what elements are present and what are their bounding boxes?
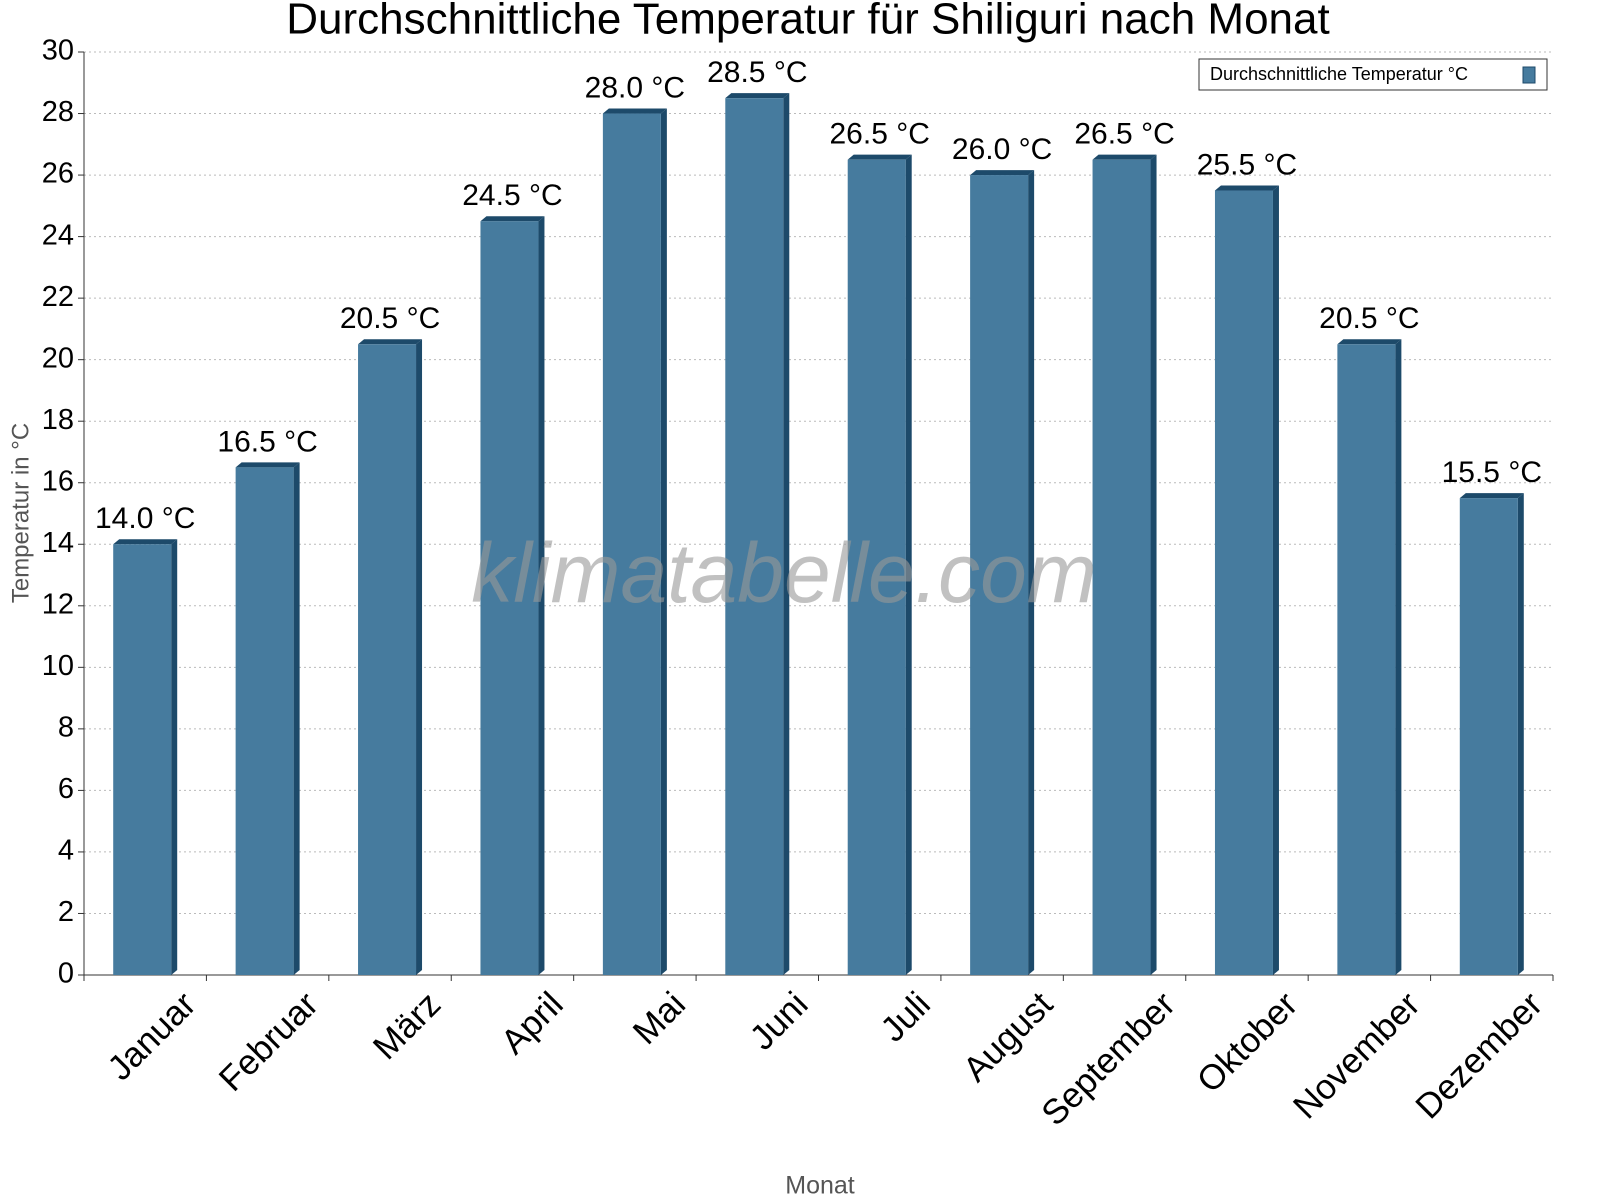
data-label: 26.0 °C (952, 133, 1052, 166)
watermark: klimatabelle.com (471, 526, 1097, 620)
bar-top (847, 154, 912, 160)
bar-side (660, 108, 667, 976)
data-label: 26.5 °C (1074, 118, 1174, 151)
bar-side (783, 93, 790, 975)
bar-side (1517, 493, 1524, 975)
x-tick-label: Oktober (1190, 984, 1306, 1100)
bar (847, 159, 906, 975)
legend-box (1198, 58, 1548, 91)
bar (358, 344, 417, 975)
x-axis-title: Monat (785, 1172, 855, 1200)
chart-title: Durchschnittliche Temperatur für Shiligu… (286, 0, 1329, 44)
y-tick-label: 0 (58, 958, 74, 990)
bar-top (1337, 339, 1402, 345)
x-tick-label: Juni (743, 985, 816, 1058)
y-axis-title: Temperatur in °C (7, 423, 34, 603)
bar-top (1459, 493, 1524, 499)
x-tick-label: Januar (100, 984, 203, 1087)
legend: Durchschnittliche Temperatur °C (1198, 58, 1548, 91)
x-tick-label: September (1034, 984, 1183, 1133)
bar-side (416, 339, 423, 975)
data-label: 26.5 °C (830, 118, 930, 151)
bar (725, 98, 784, 975)
data-label: 15.5 °C (1442, 456, 1542, 489)
x-tick-label: Mai (626, 985, 693, 1052)
bar (480, 221, 539, 975)
bar-top (113, 539, 178, 545)
bar (1214, 190, 1273, 975)
x-tick-label: Dezember (1408, 984, 1550, 1126)
legend-label: Durchschnittliche Temperatur °C (1210, 64, 1468, 84)
bar (970, 175, 1029, 976)
data-label: 28.0 °C (585, 71, 685, 104)
bar (602, 113, 661, 976)
bar-side (171, 539, 178, 975)
bar (113, 544, 172, 975)
y-tick-label: 6 (58, 773, 74, 805)
data-label: 25.5 °C (1197, 148, 1297, 181)
bar-top (480, 216, 545, 222)
y-tick-label: 24 (42, 219, 74, 251)
data-label: 20.5 °C (1319, 302, 1419, 335)
bar-side (538, 216, 545, 975)
bar (235, 467, 294, 975)
y-tick-label: 12 (42, 588, 74, 620)
data-label: 16.5 °C (217, 425, 317, 458)
legend-swatch (1522, 66, 1536, 84)
y-tick-label: 14 (42, 527, 74, 559)
data-label: 14.0 °C (95, 502, 195, 535)
data-label: 28.5 °C (707, 56, 807, 89)
bar-side (1272, 185, 1279, 975)
y-tick-label: 10 (42, 650, 74, 682)
y-tick-label: 26 (42, 158, 74, 190)
bar-side (1395, 339, 1402, 975)
y-tick-label: 4 (58, 835, 74, 867)
x-tick-label: Februar (212, 984, 326, 1098)
x-tick-label: August (956, 984, 1061, 1089)
x-tick-label: April (494, 985, 571, 1062)
y-tick-label: 2 (58, 896, 74, 928)
bar-top (725, 93, 790, 99)
y-tick-label: 20 (42, 342, 74, 374)
data-label: 24.5 °C (462, 179, 562, 212)
bar (1459, 498, 1518, 975)
bar-top (1092, 154, 1157, 160)
bar-side (1150, 154, 1157, 975)
bar-side (905, 154, 912, 975)
y-tick-label: 18 (42, 404, 74, 436)
bar-top (602, 108, 667, 114)
bar-top (1214, 185, 1279, 191)
y-tick-label: 8 (58, 712, 74, 744)
bar-top (358, 339, 423, 345)
bar-side (293, 462, 300, 976)
y-tick-label: 16 (42, 465, 74, 497)
bar-top (235, 462, 300, 468)
y-tick-label: 30 (42, 35, 74, 67)
data-label: 20.5 °C (340, 302, 440, 335)
x-tick-label: März (366, 985, 449, 1068)
y-tick-label: 28 (42, 96, 74, 128)
bar-side (1028, 170, 1035, 976)
bar (1092, 159, 1151, 975)
y-tick-label: 22 (42, 281, 74, 313)
x-tick-label: Juli (873, 985, 938, 1050)
x-tick-label: November (1286, 984, 1428, 1126)
bar-top (970, 170, 1035, 176)
bar (1337, 344, 1396, 975)
